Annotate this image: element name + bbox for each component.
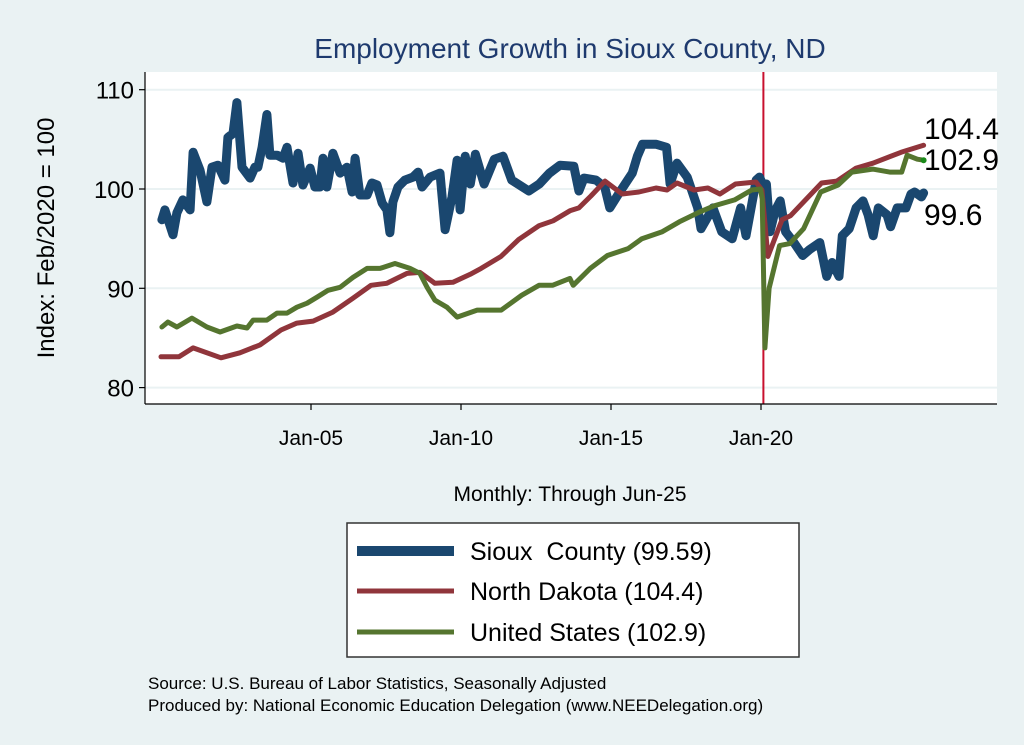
series-line-sioux-county bbox=[157, 98, 929, 281]
x-tick-label: Jan-20 bbox=[729, 427, 793, 450]
legend-label-north-dakota: North Dakota (104.4) bbox=[470, 578, 703, 606]
legend-label-sioux-county: Sioux County (99.59) bbox=[470, 538, 712, 566]
source-note: Source: U.S. Bureau of Labor Statistics,… bbox=[148, 674, 606, 693]
series-end-marker-united-states bbox=[920, 157, 927, 164]
y-tick-label: 80 bbox=[107, 376, 134, 403]
end-label-united-states: 102.9 bbox=[924, 144, 999, 177]
series-line-united-states bbox=[159, 152, 927, 351]
chart-title: Employment Growth in Sioux County, ND bbox=[314, 33, 825, 64]
legend-label-united-states: United States (102.9) bbox=[470, 619, 706, 647]
gridlines bbox=[145, 88, 997, 389]
y-tick-label: 110 bbox=[96, 78, 134, 105]
y-tick-label: 100 bbox=[94, 177, 134, 204]
x-tick-label: Jan-15 bbox=[579, 427, 643, 450]
y-tick-label: 90 bbox=[107, 276, 134, 303]
x-axis-ticks: Jan-05 Jan-10 Jan-15 Jan-20 bbox=[279, 404, 793, 450]
plot-area bbox=[145, 72, 997, 404]
end-label-sioux-county: 99.6 bbox=[924, 199, 982, 232]
x-tick-label: Jan-05 bbox=[279, 427, 343, 450]
y-axis-ticks: 80 90 100 110 bbox=[94, 78, 145, 403]
x-axis-label: Monthly: Through Jun-25 bbox=[453, 483, 686, 506]
x-tick-label: Jan-10 bbox=[429, 427, 493, 450]
produced-by-note: Produced by: National Economic Education… bbox=[148, 696, 763, 715]
series-lines bbox=[157, 98, 929, 361]
y-axis-label: Index: Feb/2020 = 100 bbox=[33, 118, 60, 359]
legend: Sioux County (99.59) North Dakota (104.4… bbox=[346, 522, 800, 658]
series-line-north-dakota bbox=[158, 142, 927, 361]
end-label-north-dakota: 104.4 bbox=[924, 113, 999, 146]
